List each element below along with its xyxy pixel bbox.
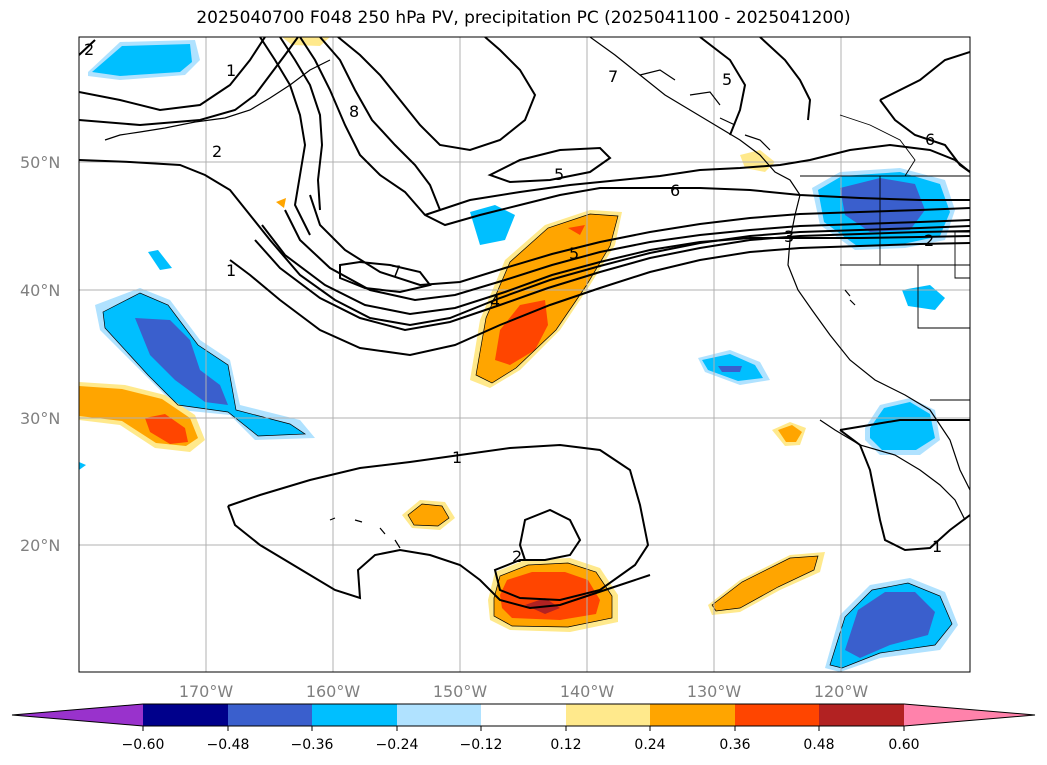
- positive-precip-shading: [79, 37, 825, 632]
- colorbar-tick-2: −0.48: [207, 737, 250, 753]
- shading-outlines: [102, 213, 953, 669]
- colorbar-swatch-5: [481, 704, 566, 726]
- map-frame: [78, 36, 971, 673]
- colorbar-swatch-2: [228, 704, 313, 726]
- longitude-labels: 170°W 160°W 150°W 140°W 130°W 120°W: [179, 682, 869, 701]
- colorbar-tick-6: 0.12: [550, 737, 581, 753]
- colorbar-swatch-9: [819, 704, 904, 726]
- colorbar-tick-10: 0.60: [888, 737, 919, 753]
- colorbar-extend-left: [12, 704, 143, 726]
- pv-contour-labels: 2 1 2 8 7 5 5 6 6 7 1 2 3 4 5 1 2 1: [84, 40, 942, 566]
- colorbar-tick-8: 0.36: [719, 737, 750, 753]
- colorbar-swatch-6: [566, 704, 651, 726]
- colorbar-tick-5: −0.12: [460, 737, 503, 753]
- colorbar-swatch-4: [397, 704, 482, 726]
- colorbar-swatch-8: [735, 704, 820, 726]
- pv-label-4: 4: [490, 292, 500, 311]
- pv-label-5a: 5: [722, 70, 732, 89]
- lat-label-40n: 40°N: [20, 281, 60, 300]
- pv-label-2a: 2: [84, 40, 94, 59]
- colorbar-tick-7: 0.24: [634, 737, 665, 753]
- pv-label-5c: 5: [569, 244, 579, 263]
- pv-label-1c: 1: [452, 448, 462, 467]
- lon-label-130w: 130°W: [687, 682, 742, 701]
- pv-label-6b: 6: [925, 130, 935, 149]
- pv-label-3: 3: [784, 227, 794, 246]
- lat-label-50n: 50°N: [20, 153, 60, 172]
- pv-label-7b: 7: [391, 262, 401, 281]
- colorbar-tick-9: 0.48: [803, 737, 834, 753]
- pv-label-6a: 6: [670, 181, 680, 200]
- pv-label-1d: 1: [932, 537, 942, 556]
- colorbar-tick-4: −0.24: [376, 737, 419, 753]
- colorbar-tick-3: −0.36: [291, 737, 334, 753]
- colorbar-swatch-3: [312, 704, 397, 726]
- pv-label-2d: 2: [512, 547, 522, 566]
- colorbar-swatch-7: [650, 704, 735, 726]
- pv-label-1b: 1: [226, 261, 236, 280]
- lat-label-30n: 30°N: [20, 409, 60, 428]
- colorbar-extend-right: [904, 704, 1035, 726]
- lon-label-170w: 170°W: [179, 682, 234, 701]
- map-title: 2025040700 F048 250 hPa PV, precipitatio…: [196, 8, 851, 28]
- pv-label-2c: 2: [924, 231, 934, 250]
- pv-label-7a: 7: [608, 67, 618, 86]
- latitude-labels: 50°N 40°N 30°N 20°N: [20, 153, 60, 555]
- lon-label-150w: 150°W: [433, 682, 488, 701]
- map-panel: 2 1 2 8 7 5 5 6 6 7 1 2 3 4 5 1 2 1: [79, 37, 970, 672]
- lat-label-20n: 20°N: [20, 536, 60, 555]
- pv-label-2b: 2: [212, 142, 222, 161]
- negative-precip-shading: [79, 40, 958, 672]
- pv-contours: [79, 37, 970, 610]
- lon-label-120w: 120°W: [814, 682, 869, 701]
- pv-label-5b: 5: [554, 165, 564, 184]
- lon-label-160w: 160°W: [306, 682, 361, 701]
- pv-label-8: 8: [349, 102, 359, 121]
- colorbar-swatch-1: [143, 704, 228, 726]
- colorbar: −0.60 −0.48 −0.36 −0.24 −0.12 0.12 0.24 …: [11, 703, 1036, 753]
- pv-label-1a: 1: [226, 61, 236, 80]
- lon-label-140w: 140°W: [560, 682, 615, 701]
- colorbar-tick-1: −0.60: [122, 737, 165, 753]
